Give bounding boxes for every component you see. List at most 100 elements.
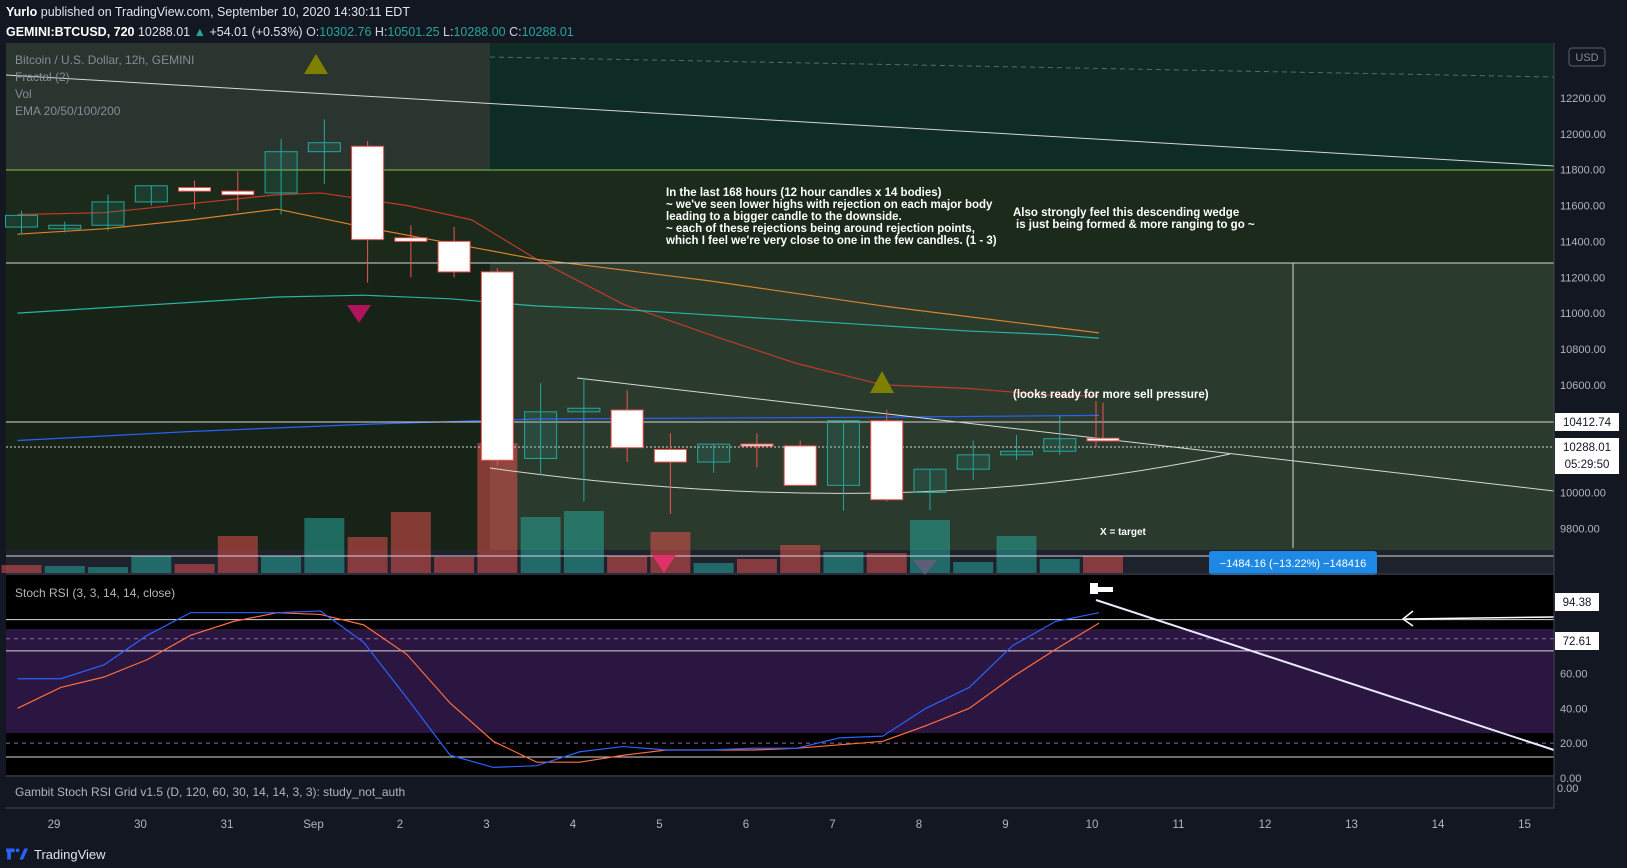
dashed-top-line [489, 56, 1555, 78]
candle-body[interactable] [826, 420, 860, 486]
symbol-name[interactable]: GEMINI:BTCUSD, 720 [6, 25, 135, 39]
price-change: +54.01 (+0.53%) [209, 25, 303, 39]
price-tick-label: 10600.00 [1560, 380, 1606, 392]
arrow-line[interactable] [1404, 616, 1555, 620]
candle-body[interactable] [480, 271, 514, 461]
candle-body[interactable] [567, 407, 601, 413]
long-trendline[interactable] [5, 74, 1555, 167]
time-tick-label: 4 [570, 819, 577, 831]
time-axis[interactable]: 29 30 31 Sep 2 3 4 5 6 7 8 9 10 11 12 13 14 15 [48, 819, 1531, 831]
last-price-tag [1555, 438, 1619, 474]
volume-bar [1083, 556, 1124, 573]
volume-bar [1039, 559, 1080, 573]
candle-body[interactable] [956, 454, 990, 470]
candle-body[interactable] [913, 468, 947, 494]
low-label: L: [443, 25, 454, 39]
drawing-lines[interactable] [5, 56, 1555, 557]
note-line-5[interactable]: which I feel we're very close to one in … [665, 235, 997, 247]
wedge-note-1[interactable]: Also strongly feel this descending wedge [1013, 207, 1239, 219]
stoch-projection-line[interactable] [1095, 599, 1555, 751]
candle-body[interactable] [5, 214, 39, 228]
legend-ema[interactable]: EMA 20/50/100/200 [15, 104, 121, 118]
stoch-tick-label: 60.00 [1560, 669, 1588, 681]
currency-badge[interactable] [1568, 47, 1606, 67]
volume-bar [693, 563, 734, 573]
candle-body[interactable] [48, 224, 82, 230]
footer-brand[interactable]: TradingView [34, 846, 106, 862]
measure-badge[interactable] [1209, 551, 1377, 575]
target-note[interactable]: X = target [1100, 527, 1147, 538]
time-tick-label: 11 [1173, 819, 1185, 831]
low-value: 10288.00 [453, 25, 506, 39]
candle-body[interactable] [610, 409, 644, 449]
stoch-k-line[interactable] [17, 610, 1100, 769]
candle-body[interactable] [264, 151, 298, 194]
candle-body[interactable] [134, 185, 168, 203]
time-tick-label: 29 [48, 819, 61, 831]
up-arrow-icon: ▲ [193, 25, 206, 39]
open-label: O: [306, 25, 320, 39]
volume-bar [607, 556, 648, 573]
volume-bar [650, 532, 691, 573]
wedge-note-2[interactable]: is just being formed & more ranging to g… [1016, 219, 1255, 231]
stoch-rsi-pane[interactable] [6, 610, 1554, 769]
note-line-1[interactable]: In the last 168 hours (12 hour candles x… [666, 187, 942, 199]
gambit-pane-bg [6, 777, 1554, 807]
volume-bar [736, 559, 777, 573]
time-tick-label: 5 [656, 819, 662, 831]
candle-body[interactable] [870, 420, 904, 501]
level-price-value: 10412.74 [1563, 417, 1612, 429]
candle-body[interactable] [437, 240, 471, 273]
legend-title[interactable]: Bitcoin / U.S. Dollar, 12h, GEMINI [15, 53, 194, 67]
volume-bar [996, 536, 1037, 573]
legend-vol[interactable]: Vol [15, 87, 32, 101]
candle-body[interactable] [91, 201, 125, 226]
candle-body[interactable] [1086, 437, 1120, 442]
legend-fractal[interactable]: Fractal (2) [15, 70, 70, 84]
candle-body[interactable] [1043, 438, 1077, 452]
flag-icon[interactable] [1090, 583, 1098, 594]
candle-body[interactable] [221, 190, 255, 196]
note-line-4[interactable]: ~ each of these rejections being around … [666, 223, 975, 235]
price-tick-label: 9800.00 [1560, 523, 1600, 535]
gambit-tick: 0.00 [1557, 783, 1578, 795]
time-tick-label: 2 [397, 819, 403, 831]
candle-body[interactable] [178, 187, 212, 192]
note-line-3[interactable]: leading to a bigger candle to the downsi… [666, 211, 902, 223]
candle-body[interactable] [524, 411, 558, 459]
candle-body[interactable] [653, 448, 687, 463]
k-value-tag [1555, 593, 1599, 611]
volume-bar [390, 512, 431, 573]
publish-line: Yurlo published on TradingView.com, Sept… [6, 2, 1606, 22]
candle-body[interactable] [783, 445, 817, 486]
ema-lines [17, 192, 1100, 442]
publisher-name[interactable]: Yurlo [6, 5, 38, 19]
candle-body[interactable] [697, 443, 731, 463]
sell-note[interactable]: (looks ready for more sell pressure) [1013, 389, 1209, 401]
volume-bar [174, 564, 215, 573]
chart-canvas[interactable]: In the last 168 hours (12 hour candles x… [0, 42, 1627, 840]
note-line-2[interactable]: ~ we've seen lower highs with rejection … [666, 199, 993, 211]
stoch-title[interactable]: Stoch RSI (3, 3, 14, 14, close) [15, 586, 175, 600]
time-tick-label: 30 [134, 819, 147, 831]
time-tick-label: 6 [743, 819, 749, 831]
price-tick-label: 10800.00 [1560, 344, 1606, 356]
open-value: 10302.76 [319, 25, 372, 39]
volume-bar [44, 566, 85, 573]
time-tick-label: 3 [483, 819, 489, 831]
gambit-title[interactable]: Gambit Stoch RSI Grid v1.5 (D, 120, 60, … [15, 785, 405, 799]
candle-body[interactable] [740, 443, 774, 447]
wedge-upper-line[interactable] [576, 377, 1555, 492]
candle-body[interactable] [394, 237, 428, 242]
candle-body[interactable] [351, 145, 385, 241]
volume-bar [953, 562, 994, 573]
tradingview-logo-icon [6, 848, 28, 860]
candle-body[interactable] [307, 142, 341, 153]
last-price-value: 10288.01 [1563, 442, 1611, 454]
volume-bar [304, 518, 345, 573]
candle-body[interactable] [999, 450, 1033, 456]
time-tick-label: 31 [221, 819, 234, 831]
stoch-d-line[interactable] [17, 612, 1100, 763]
price-tick-label: 11600.00 [1560, 201, 1605, 213]
time-tick-label: 7 [829, 819, 835, 831]
